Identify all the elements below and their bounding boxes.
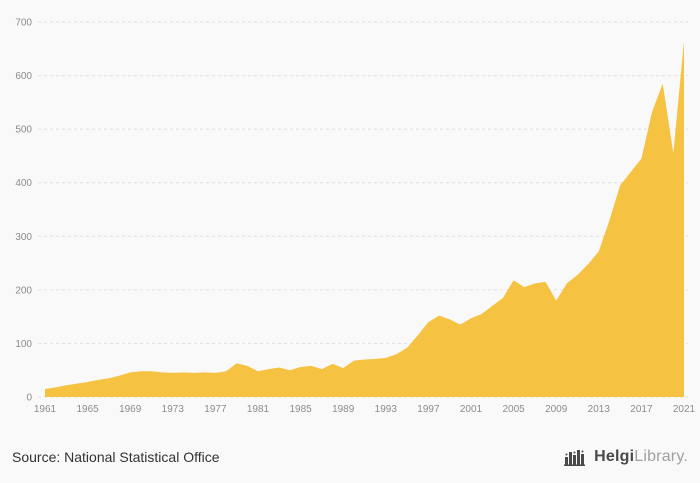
y-tick-label: 300 (15, 232, 32, 243)
helgi-logo-icon (564, 449, 586, 466)
area-series (45, 40, 684, 397)
x-tick-label: 2013 (588, 404, 611, 415)
y-tick-label: 200 (15, 285, 32, 296)
x-tick-label: 1965 (76, 404, 99, 415)
logo-text-helgi: Helgi (594, 447, 635, 465)
x-tick-label: 2021 (673, 404, 696, 415)
x-tick-label: 2009 (545, 404, 568, 415)
helgi-library-logo: HelgiLibrary. (564, 448, 688, 466)
y-tick-label: 400 (15, 178, 32, 189)
chart-area: 0 100 200 300 400 500 600 700 1961 1965 1969 1973 19… (15, 18, 696, 416)
x-tick-label: 1977 (204, 404, 227, 415)
x-tick-label: 1997 (417, 404, 440, 415)
x-tick-label: 1973 (162, 404, 185, 415)
area-chart: 0 100 200 300 400 500 600 700 1961 1965 1969 1973 19… (15, 18, 696, 416)
y-tick-label: 700 (15, 18, 32, 29)
x-tick-label: 1993 (375, 404, 398, 415)
x-tick-label: 1985 (289, 404, 312, 415)
x-tick-label: 1981 (247, 404, 270, 415)
y-tick-label: 500 (15, 125, 32, 136)
x-tick-label: 1961 (34, 404, 57, 415)
y-tick-label: 100 (15, 339, 32, 350)
footer: Source: National Statistical Office Helg… (0, 430, 700, 483)
x-tick-label: 1969 (119, 404, 142, 415)
x-tick-label: 2005 (502, 404, 525, 415)
source-note: Source: National Statistical Office (12, 448, 220, 465)
x-tick-label: 2017 (630, 404, 653, 415)
logo-text: HelgiLibrary. (594, 448, 688, 466)
y-tick-label: 600 (15, 71, 32, 82)
x-tick-label: 2001 (460, 404, 483, 415)
logo-text-library: Library. (634, 447, 688, 465)
x-tick-label: 1989 (332, 404, 355, 415)
y-tick-label: 0 (26, 393, 32, 404)
